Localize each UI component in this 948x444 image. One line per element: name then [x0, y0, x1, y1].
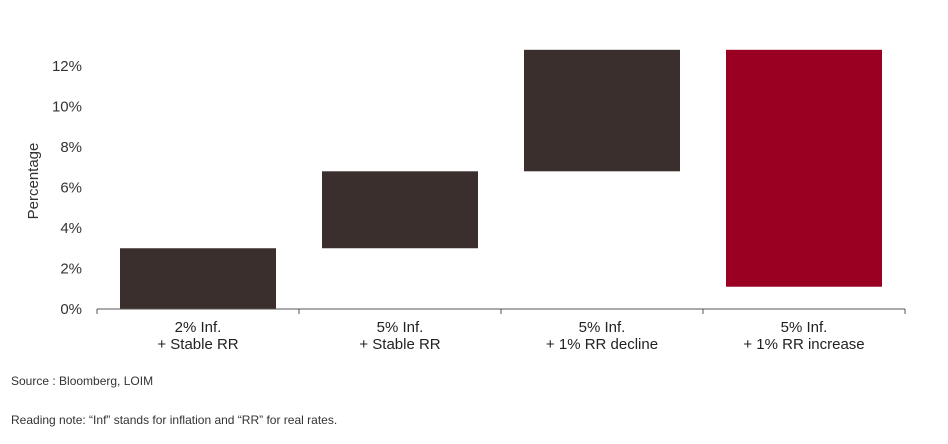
y-tick-label: 8%: [60, 139, 82, 156]
y-tick-label: 4%: [60, 220, 82, 237]
y-tick-label: 6%: [60, 180, 82, 197]
y-axis-title: Percentage: [25, 143, 42, 220]
y-tick-label: 12%: [52, 58, 82, 75]
bar: [120, 248, 276, 309]
bar: [726, 49, 882, 287]
y-tick-label: 2%: [60, 261, 82, 278]
bar: [524, 49, 680, 172]
y-tick-label: 10%: [52, 99, 82, 116]
y-tick-label: 0%: [60, 301, 82, 318]
x-category-label: 5% Inf. + 1% RR decline: [546, 319, 658, 353]
chart: 0% 2% 4% 6% 8% 10% 12% 2% Inf. + Stable RR 5% In…: [25, 49, 906, 353]
bar: [322, 171, 478, 249]
bars: [120, 49, 882, 309]
x-category-label: 5% Inf. + 1% RR increase: [743, 319, 864, 353]
x-axis-labels: 2% Inf. + Stable RR 5% Inf. + Stable RR 5% I…: [157, 319, 864, 353]
x-axis-ticks: [96, 309, 906, 314]
x-category-label: 2% Inf. + Stable RR: [157, 319, 238, 353]
source-note: Source : Bloomberg, LOIM: [11, 374, 154, 388]
y-axis-ticks: 0% 2% 4% 6% 8% 10% 12%: [52, 58, 82, 318]
x-category-label: 5% Inf. + Stable RR: [359, 319, 440, 353]
reading-note: Reading note: “Inf” stands for inflation…: [11, 413, 338, 427]
